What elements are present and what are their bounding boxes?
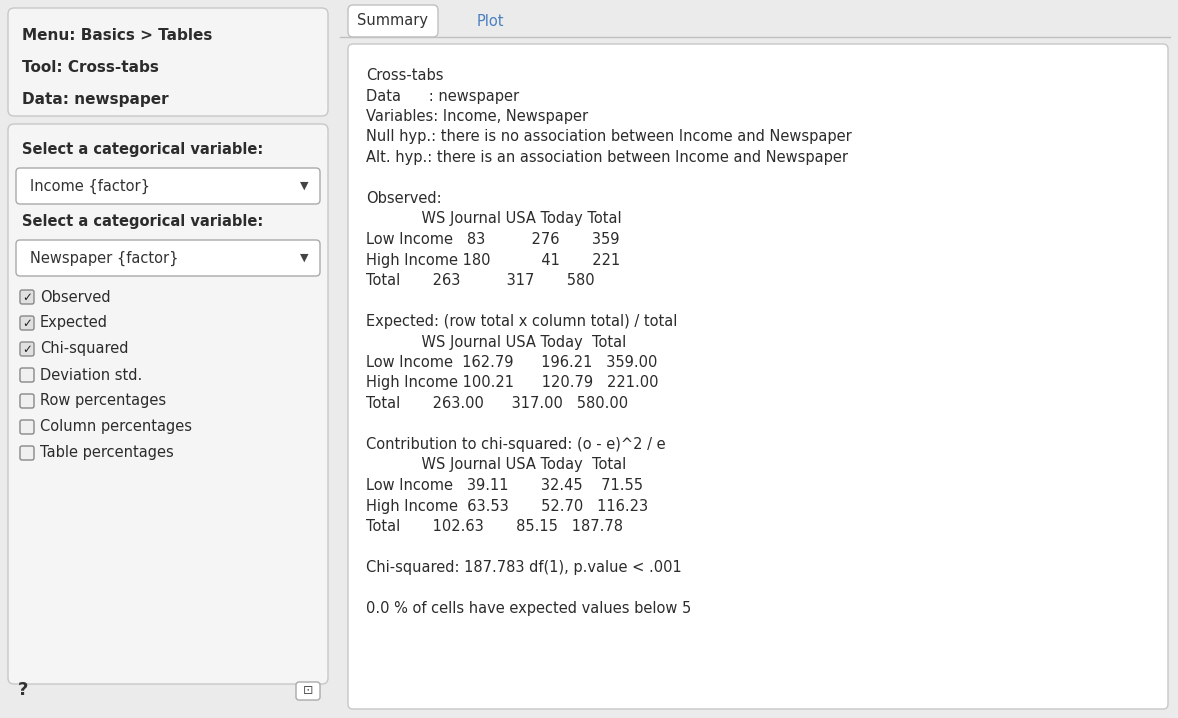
Text: Menu: Basics > Tables: Menu: Basics > Tables xyxy=(22,28,212,43)
FancyBboxPatch shape xyxy=(16,240,320,276)
Text: Cross-tabs: Cross-tabs xyxy=(366,68,443,83)
Text: Total       263.00      317.00   580.00: Total 263.00 317.00 580.00 xyxy=(366,396,628,411)
Text: Low Income   39.11       32.45    71.55: Low Income 39.11 32.45 71.55 xyxy=(366,478,643,493)
Text: Income {factor}: Income {factor} xyxy=(29,178,150,194)
FancyBboxPatch shape xyxy=(20,368,34,382)
Text: Observed: Observed xyxy=(40,289,111,304)
Text: Total       102.63       85.15   187.78: Total 102.63 85.15 187.78 xyxy=(366,519,623,534)
Text: ?: ? xyxy=(18,681,28,699)
Text: Summary: Summary xyxy=(357,14,429,29)
Text: Select a categorical variable:: Select a categorical variable: xyxy=(22,142,263,157)
Text: ▼: ▼ xyxy=(299,253,307,263)
Text: ✓: ✓ xyxy=(22,342,32,355)
Text: WS Journal USA Today  Total: WS Journal USA Today Total xyxy=(366,335,627,350)
FancyBboxPatch shape xyxy=(8,124,327,684)
FancyBboxPatch shape xyxy=(20,420,34,434)
Text: Chi-squared: 187.783 df(1), p.value < .001: Chi-squared: 187.783 df(1), p.value < .0… xyxy=(366,560,682,575)
Text: Deviation std.: Deviation std. xyxy=(40,368,143,383)
Text: Observed:: Observed: xyxy=(366,191,442,206)
Text: Alt. hyp.: there is an association between Income and Newspaper: Alt. hyp.: there is an association betwe… xyxy=(366,150,848,165)
Text: Data: newspaper: Data: newspaper xyxy=(22,92,168,107)
Text: Contribution to chi-squared: (o - e)^2 / e: Contribution to chi-squared: (o - e)^2 /… xyxy=(366,437,666,452)
FancyBboxPatch shape xyxy=(20,446,34,460)
Text: Variables: Income, Newspaper: Variables: Income, Newspaper xyxy=(366,109,588,124)
Text: Select a categorical variable:: Select a categorical variable: xyxy=(22,214,263,229)
Text: High Income  63.53       52.70   116.23: High Income 63.53 52.70 116.23 xyxy=(366,498,648,513)
Text: ▼: ▼ xyxy=(299,181,307,191)
FancyBboxPatch shape xyxy=(348,5,438,37)
Text: Row percentages: Row percentages xyxy=(40,393,166,409)
Text: Data      : newspaper: Data : newspaper xyxy=(366,88,519,103)
FancyBboxPatch shape xyxy=(20,342,34,356)
Text: High Income 180           41       221: High Income 180 41 221 xyxy=(366,253,621,268)
Text: 0.0 % of cells have expected values below 5: 0.0 % of cells have expected values belo… xyxy=(366,601,691,616)
Text: Table percentages: Table percentages xyxy=(40,445,173,460)
FancyBboxPatch shape xyxy=(8,8,327,116)
Text: ✓: ✓ xyxy=(22,291,32,304)
Text: Null hyp.: there is no association between Income and Newspaper: Null hyp.: there is no association betwe… xyxy=(366,129,852,144)
FancyBboxPatch shape xyxy=(340,3,1173,713)
Text: ✓: ✓ xyxy=(22,317,32,330)
Text: Chi-squared: Chi-squared xyxy=(40,342,128,357)
Text: ⊡: ⊡ xyxy=(303,684,313,697)
Text: Plot: Plot xyxy=(476,14,504,29)
FancyBboxPatch shape xyxy=(348,44,1169,709)
FancyBboxPatch shape xyxy=(20,316,34,330)
Text: Tool: Cross-tabs: Tool: Cross-tabs xyxy=(22,60,159,75)
FancyBboxPatch shape xyxy=(20,394,34,408)
Text: Low Income   83          276       359: Low Income 83 276 359 xyxy=(366,232,620,247)
Text: Expected: Expected xyxy=(40,315,108,330)
FancyBboxPatch shape xyxy=(296,682,320,700)
Text: High Income 100.21      120.79   221.00: High Income 100.21 120.79 221.00 xyxy=(366,376,659,391)
Text: Expected: (row total x column total) / total: Expected: (row total x column total) / t… xyxy=(366,314,677,329)
Text: Column percentages: Column percentages xyxy=(40,419,192,434)
Text: Total       263          317       580: Total 263 317 580 xyxy=(366,273,595,288)
Text: Newspaper {factor}: Newspaper {factor} xyxy=(29,251,179,266)
Text: WS Journal USA Today Total: WS Journal USA Today Total xyxy=(366,212,622,226)
FancyBboxPatch shape xyxy=(20,290,34,304)
Text: WS Journal USA Today  Total: WS Journal USA Today Total xyxy=(366,457,627,472)
FancyBboxPatch shape xyxy=(16,168,320,204)
Text: Low Income  162.79      196.21   359.00: Low Income 162.79 196.21 359.00 xyxy=(366,355,657,370)
